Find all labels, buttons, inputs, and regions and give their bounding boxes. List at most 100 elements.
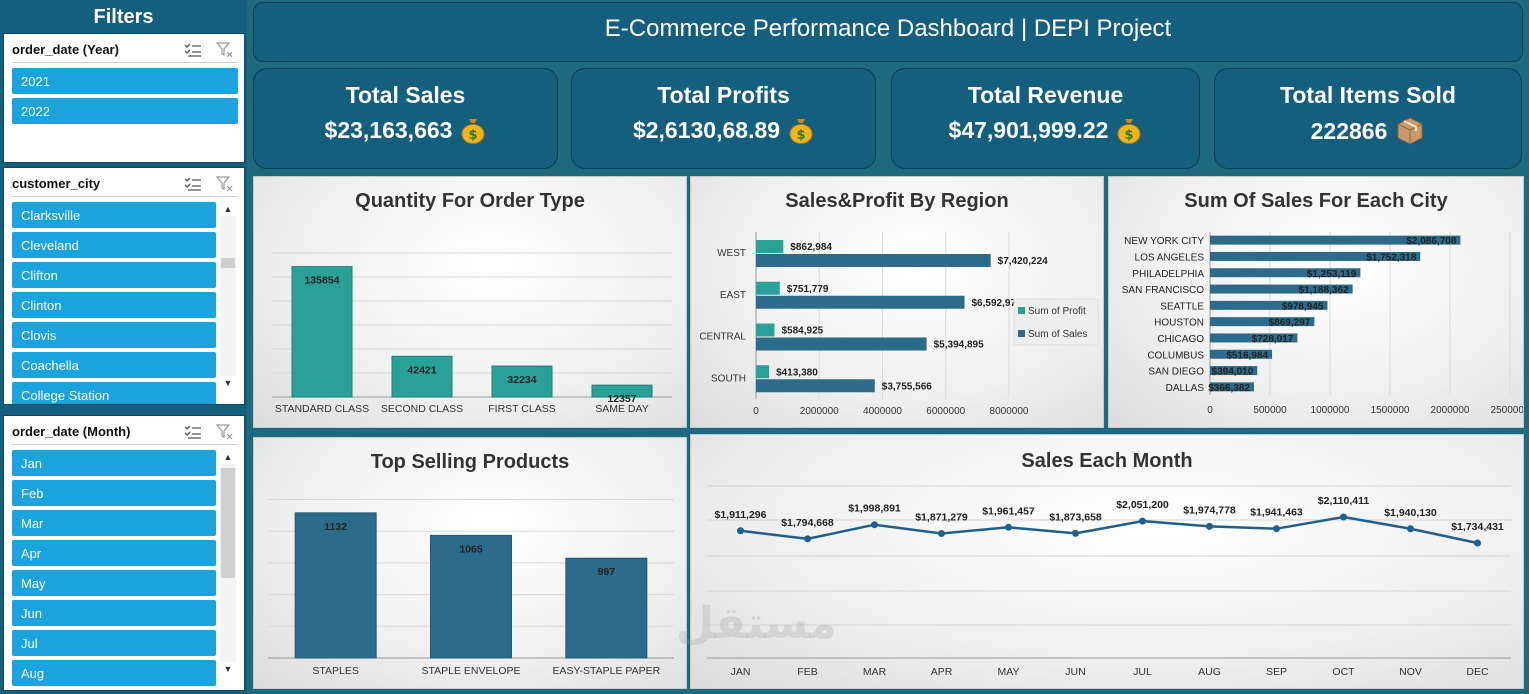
kpi-value: $2,6130,68.89 bbox=[632, 116, 781, 143]
x-tick-label: 2000000 bbox=[800, 406, 839, 417]
x-tick-label: 1000000 bbox=[1311, 405, 1350, 416]
x-tick-label: EASY-STAPLE PAPER bbox=[552, 665, 660, 677]
kpi-label: Total Revenue bbox=[967, 82, 1124, 108]
kpi-total-revenue: Total Revenue $47,901,999.22 $ bbox=[891, 68, 1200, 169]
package-icon bbox=[1397, 117, 1423, 145]
legend-label: Sum of Sales bbox=[1028, 329, 1087, 340]
slicer-item-month[interactable]: Apr bbox=[12, 540, 216, 566]
data-label: $394,010 bbox=[1212, 367, 1254, 378]
bar-profit bbox=[756, 281, 780, 295]
x-tick-label: 0 bbox=[753, 406, 759, 417]
data-point bbox=[1139, 517, 1146, 525]
x-tick-label: OCT bbox=[1332, 666, 1355, 678]
bar bbox=[1210, 235, 1461, 245]
legend-box bbox=[1013, 298, 1099, 346]
slicer-item-city[interactable]: Clovis bbox=[12, 322, 216, 348]
x-tick-label: SAME DAY bbox=[595, 403, 648, 415]
bar-profit bbox=[756, 240, 784, 253]
bar-profit bbox=[756, 323, 775, 337]
slicer-item-2022[interactable]: 2022 bbox=[12, 98, 238, 124]
data-label: $751,779 bbox=[787, 284, 829, 295]
series-line bbox=[740, 515, 1478, 545]
slicer-item-2021[interactable]: 2021 bbox=[12, 68, 238, 94]
data-label: $1,941,463 bbox=[1250, 507, 1303, 519]
multi-select-icon[interactable] bbox=[184, 424, 202, 440]
scroll-up-icon[interactable]: ▲ bbox=[223, 452, 233, 462]
slicer-item-city[interactable]: Clinton bbox=[12, 292, 216, 318]
clear-filter-icon[interactable] bbox=[215, 42, 234, 58]
slicer-item-month[interactable]: May bbox=[12, 570, 216, 596]
legend-swatch-sales bbox=[1018, 330, 1025, 337]
y-tick-label: CENTRAL bbox=[699, 332, 746, 343]
bar bbox=[1210, 333, 1298, 343]
data-label: $1,974,778 bbox=[1183, 504, 1236, 516]
x-tick-label: 1500000 bbox=[1371, 405, 1410, 416]
x-tick-label: STANDARD CLASS bbox=[275, 403, 369, 415]
month-scrollbar[interactable]: ▲ ▼ bbox=[220, 450, 236, 676]
data-label: $516,984 bbox=[1226, 350, 1268, 361]
data-label: $728,017 bbox=[1252, 334, 1294, 345]
slicer-item-month[interactable]: Mar bbox=[12, 510, 216, 536]
data-point bbox=[1072, 529, 1079, 537]
data-label: 1065 bbox=[459, 543, 483, 555]
x-tick-label: NOV bbox=[1399, 666, 1422, 678]
x-tick-label: JUL bbox=[1133, 666, 1152, 678]
scroll-down-icon[interactable]: ▼ bbox=[223, 378, 233, 388]
data-label: $584,925 bbox=[781, 326, 823, 337]
money-bag-icon: $ bbox=[789, 119, 813, 144]
slicer-item-month[interactable]: Jul bbox=[12, 630, 216, 656]
data-point bbox=[1340, 513, 1347, 521]
slicer-header: order_date (Month) bbox=[12, 422, 238, 445]
scroll-down-icon[interactable]: ▼ bbox=[223, 664, 233, 674]
data-label: $1,873,658 bbox=[1049, 511, 1102, 523]
slicer-month-label: order_date (Month) bbox=[12, 424, 131, 439]
data-label: $862,984 bbox=[790, 242, 832, 253]
slicer-item-month[interactable]: Feb bbox=[12, 480, 216, 506]
bar bbox=[391, 355, 453, 398]
y-tick-label: SOUTH bbox=[711, 373, 746, 384]
y-tick-label: SAN DIEGO bbox=[1148, 367, 1204, 378]
y-tick-label: HOUSTON bbox=[1154, 318, 1204, 329]
x-tick-label: MAR bbox=[863, 666, 887, 678]
dashboard-header: E-Commerce Performance Dashboard | DEPI … bbox=[253, 2, 1523, 62]
bar bbox=[591, 384, 653, 398]
clear-filter-icon[interactable] bbox=[215, 424, 234, 440]
slicer-item-city[interactable]: Cleveland bbox=[12, 232, 216, 258]
bar bbox=[1210, 300, 1328, 310]
y-tick-label: WEST bbox=[717, 248, 746, 259]
slicer-item-city[interactable]: College Station bbox=[12, 382, 216, 404]
slicer-item-month[interactable]: Aug bbox=[12, 660, 216, 686]
data-point bbox=[871, 521, 878, 529]
bar bbox=[1210, 284, 1353, 294]
bar bbox=[1210, 268, 1361, 278]
x-tick-label: MAY bbox=[998, 666, 1020, 678]
data-label: $1,253,119 bbox=[1307, 269, 1357, 280]
data-point bbox=[1474, 539, 1481, 547]
city-scrollbar[interactable]: ▲ ▼ bbox=[220, 202, 236, 390]
bar bbox=[1210, 349, 1273, 359]
data-label: $1,188,362 bbox=[1299, 285, 1349, 296]
data-label: $978,945 bbox=[1282, 301, 1324, 312]
slicer-item-month[interactable]: Jan bbox=[12, 450, 216, 476]
multi-select-icon[interactable] bbox=[184, 42, 202, 58]
data-label: $1,871,279 bbox=[915, 512, 968, 524]
slicer-item-city[interactable]: Coachella bbox=[12, 352, 216, 378]
kpi-label: Total Sales bbox=[345, 82, 466, 108]
data-label: $413,380 bbox=[776, 367, 818, 378]
data-label: 997 bbox=[598, 566, 616, 578]
chart-sales-profit-region: Sales&Profit By Region $862,984 $7,420,22… bbox=[690, 176, 1104, 428]
data-point bbox=[1407, 525, 1414, 533]
y-tick-label: COLUMBUS bbox=[1147, 350, 1204, 361]
data-label: 42421 bbox=[407, 364, 436, 376]
scroll-up-icon[interactable]: ▲ bbox=[223, 204, 233, 214]
clear-filter-icon[interactable] bbox=[215, 176, 234, 192]
x-tick-label: 8000000 bbox=[990, 406, 1029, 417]
data-label: $1,998,891 bbox=[848, 503, 901, 515]
slicer-item-city[interactable]: Clifton bbox=[12, 262, 216, 288]
x-tick-label: JUN bbox=[1065, 666, 1085, 678]
multi-select-icon[interactable] bbox=[184, 176, 202, 192]
y-tick-label: DALLAS bbox=[1166, 383, 1205, 394]
slicer-item-city[interactable]: Clarksville bbox=[12, 202, 216, 228]
chart-title: Sales&Profit By Region bbox=[785, 190, 1009, 212]
slicer-item-month[interactable]: Jun bbox=[12, 600, 216, 626]
